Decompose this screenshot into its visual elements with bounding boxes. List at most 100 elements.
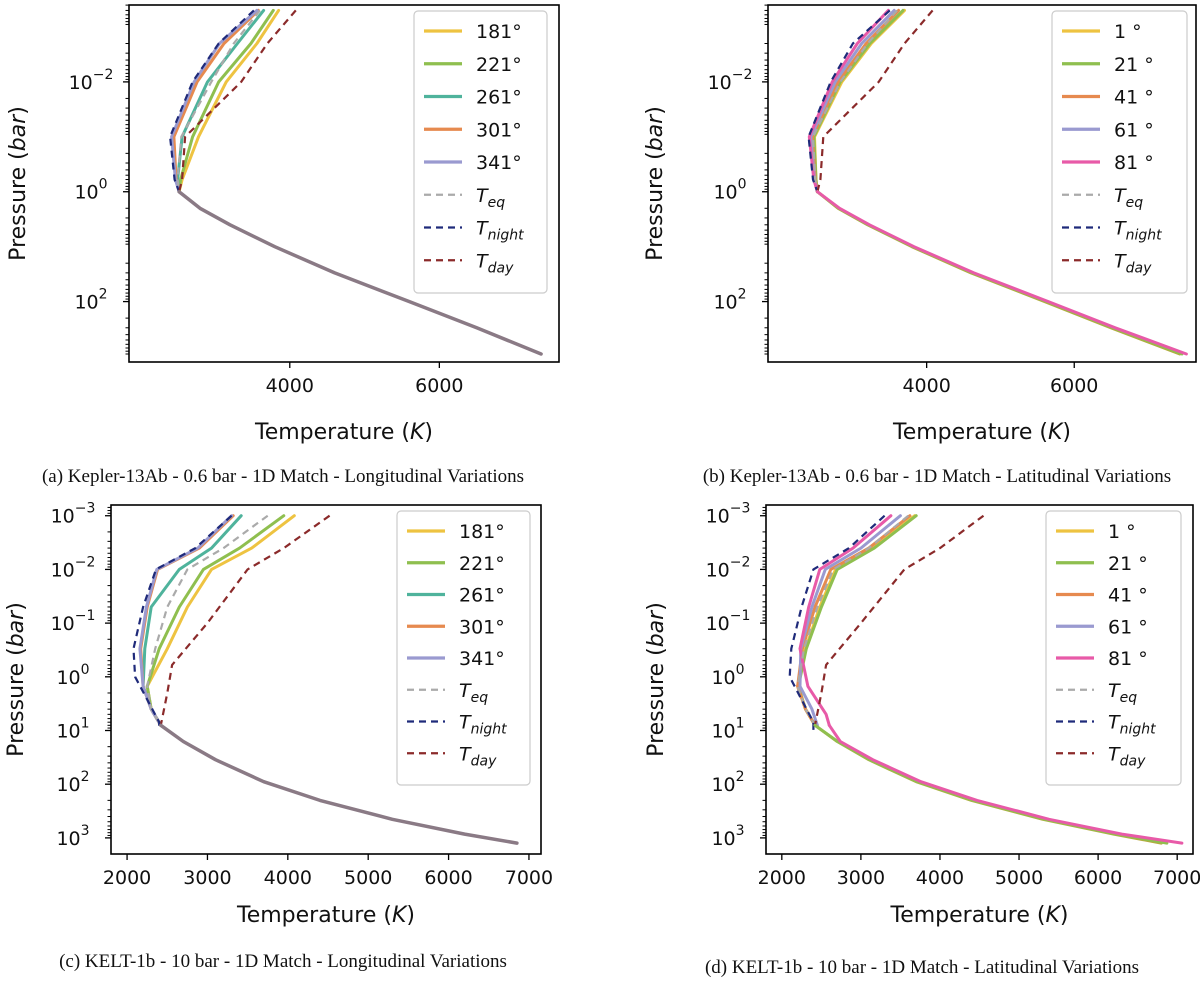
series-line-tnight: [132, 514, 233, 731]
legend-label-301: 301°: [476, 119, 522, 141]
y-tick-label: 100: [56, 662, 89, 689]
y-tick-label: 10−2: [51, 554, 96, 581]
legend-label-tnight: Tnight: [476, 218, 524, 244]
legend-box: [1051, 10, 1188, 294]
x-tick-label: 4000: [902, 375, 950, 397]
y-tick-label: 102: [713, 287, 746, 314]
legend-label-341: 341°: [476, 152, 522, 174]
legend-label-tnight: Tnight: [1108, 712, 1156, 738]
y-tick-label: 101: [56, 716, 89, 743]
y-axis-label: Pressure (bar): [644, 602, 669, 757]
x-tick-label: 5000: [995, 867, 1043, 889]
legend-label-teq: Teq: [1108, 680, 1137, 706]
y-tick-label: 103: [711, 823, 744, 850]
y-tick-label: 102: [711, 769, 744, 796]
legend-label-21: 21 °: [1108, 553, 1148, 575]
legend-label-tnight: Tnight: [459, 712, 507, 738]
legend-label-81: 81 °: [1114, 152, 1154, 174]
x-axis-label: Temperature (K): [236, 903, 415, 928]
legend-label-181: 181°: [476, 21, 522, 43]
legend-label-301: 301°: [459, 616, 505, 638]
y-axis-label: Pressure (bar): [4, 602, 29, 757]
legend-label-21: 21 °: [1114, 54, 1154, 76]
x-tick-label: 6000: [415, 375, 463, 397]
y-tick-label: 10−2: [708, 67, 753, 94]
series-line-tday: [816, 9, 934, 192]
legend-label-221: 221°: [476, 54, 522, 76]
legend-label-tnight: Tnight: [1114, 218, 1162, 244]
series-line-deep-3: [827, 723, 1184, 845]
x-tick-label: 2000: [758, 867, 806, 889]
y-tick-label: 100: [713, 177, 746, 204]
y-axis-label: Pressure (bar): [6, 106, 31, 261]
y-tick-label: 10−1: [51, 608, 96, 635]
legend-box: [396, 510, 531, 786]
series-line-tday: [813, 514, 985, 726]
y-tick-label: 10−3: [706, 501, 751, 528]
y-tick-label: 10−1: [706, 608, 751, 635]
legend-label-261: 261°: [476, 87, 522, 109]
series-line-181: [145, 514, 296, 727]
series-line-tnight: [169, 9, 255, 193]
legend-label-61: 61 °: [1108, 616, 1148, 638]
y-tick-label: 102: [74, 287, 107, 314]
legend: 1 ° 21 ° 41 ° 61 ° 81 ° Teq Tnight Tday: [1045, 510, 1182, 786]
legend-label-tday: Tday: [1114, 250, 1152, 276]
legend: 181° 221° 261° 301° 341° Teq Tnight Tday: [413, 10, 548, 294]
series-line-teq: [176, 9, 261, 192]
legend-label-tday: Tday: [1108, 743, 1146, 769]
legend-box: [1045, 510, 1182, 786]
series-line-deep: [159, 723, 519, 845]
x-tick-label: 7000: [1153, 867, 1200, 889]
legend-label-341: 341°: [459, 648, 505, 670]
panel-caption: (c) KELT-1b - 10 bar - 1D Match - Longit…: [59, 951, 507, 972]
series-line-221: [177, 8, 275, 194]
panel-c: 2000 3000 4000 5000 6000 7000 10−3 10−2 10−1 100 1…: [4, 501, 553, 972]
y-tick-label: 102: [56, 769, 89, 796]
series-line-21: [796, 514, 918, 727]
panel-caption: (a) Kepler-13Ab - 0.6 bar - 1D Match - L…: [42, 466, 524, 487]
legend-label-261: 261°: [459, 585, 505, 607]
legend-label-41: 41 °: [1108, 585, 1148, 607]
x-tick-label: 6000: [1074, 867, 1122, 889]
plot-area: [788, 514, 1184, 845]
x-tick-label: 6000: [1050, 375, 1098, 397]
series-line-deep-3: [815, 190, 1188, 356]
panel-caption: (d) KELT-1b - 10 bar - 1D Match - Latitu…: [705, 957, 1139, 978]
legend-label-1: 1 °: [1108, 521, 1136, 543]
y-tick-label: 100: [74, 177, 107, 204]
series-line-tnight: [788, 514, 886, 731]
y-axis-label: Pressure (bar): [643, 106, 668, 261]
axes-frame: [110, 504, 542, 855]
series-line-tday: [178, 9, 297, 192]
plot-area: [807, 8, 1188, 356]
legend: 1 ° 21 ° 41 ° 61 ° 81 ° Teq Tnight Tday: [1051, 10, 1188, 294]
series-line-tnight: [807, 9, 891, 193]
legend-label-tday: Tday: [476, 250, 514, 276]
legend-label-81: 81 °: [1108, 648, 1148, 670]
x-axis-label: Temperature (K): [890, 903, 1069, 928]
legend-label-41: 41 °: [1114, 87, 1154, 109]
y-tick-label: 10−2: [706, 554, 751, 581]
legend-label-teq: Teq: [476, 185, 505, 211]
legend-label-181: 181°: [459, 521, 505, 543]
legend: 181° 221° 261° 301° 341° Teq Tnight Tday: [396, 510, 531, 786]
x-tick-label: 4000: [264, 867, 312, 889]
plot-area: [132, 514, 519, 845]
panel-a: 4000 6000 10−2 100 102 Temperature (K) Pressur…: [6, 4, 560, 487]
axes-frame: [765, 504, 1194, 855]
panel-b: 4000 6000 10−2 100 102 Temperature (K) Pressur…: [643, 4, 1197, 487]
series-line-301: [139, 514, 235, 727]
x-tick-label: 3000: [837, 867, 885, 889]
legend-box: [413, 10, 548, 294]
legend-label-tday: Tday: [459, 743, 497, 769]
y-tick-label: 103: [56, 823, 89, 850]
series-line-teq: [811, 9, 898, 192]
panel-caption: (b) Kepler-13Ab - 0.6 bar - 1D Match - L…: [703, 466, 1171, 487]
y-tick-label: 100: [711, 662, 744, 689]
x-tick-label: 4000: [916, 867, 964, 889]
series-line-tday: [159, 514, 331, 726]
y-tick-label: 101: [711, 716, 744, 743]
y-tick-label: 10−2: [69, 67, 114, 94]
series-line-61: [798, 514, 902, 727]
